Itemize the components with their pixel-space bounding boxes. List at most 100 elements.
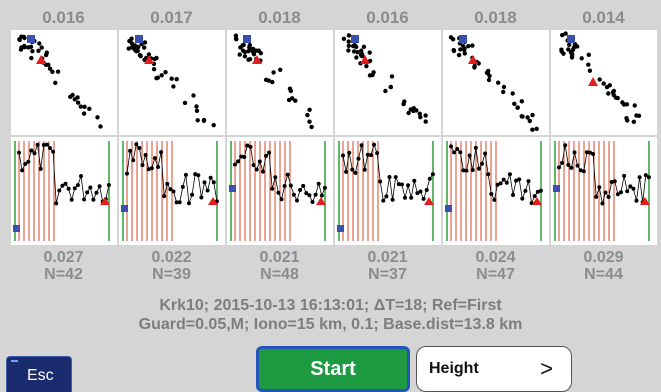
scatter-point [53, 80, 58, 85]
panel-sample-count: N=39 [152, 266, 191, 283]
scatter-point [233, 36, 239, 41]
scatter-point [501, 84, 507, 90]
scatter-point [142, 45, 147, 50]
scatter-point [169, 76, 174, 81]
scatter-point [586, 52, 591, 57]
start-button[interactable]: Start [256, 346, 410, 392]
scatter-point [527, 118, 532, 124]
scatter-point [75, 100, 81, 105]
scatter-point [159, 73, 164, 78]
scatter-point [351, 49, 357, 54]
scatter-point [569, 53, 575, 59]
series-point [449, 144, 453, 149]
scatter-point [401, 101, 406, 107]
scatter-plot [119, 30, 225, 135]
scatter-point [561, 51, 566, 56]
panel-top-value: 0.018 [474, 8, 517, 27]
scatter-point [414, 108, 419, 113]
scatter-point [485, 71, 491, 76]
panel-sample-count: N=48 [260, 266, 299, 283]
time-series-plot [335, 137, 441, 245]
red-triangle-icon [588, 77, 598, 86]
scatter-point [472, 63, 477, 69]
scatter-point [240, 48, 246, 53]
scatter-point [408, 107, 413, 112]
scatter-point [46, 62, 51, 67]
scatter-point [163, 70, 168, 75]
scatter-point [341, 36, 347, 41]
scatter-point [75, 95, 80, 100]
scatter-point [587, 68, 593, 73]
scatter-point [634, 113, 639, 118]
scatter-point [155, 75, 160, 80]
scatter-point [151, 67, 157, 72]
chevron-right-icon: > [540, 356, 553, 381]
scatter-point [98, 124, 103, 129]
scatter-point [606, 91, 611, 96]
scatter-point [389, 74, 395, 79]
scatter-plot [443, 30, 549, 135]
scatter-point [461, 43, 466, 49]
scatter-point [30, 49, 35, 54]
scatter-point [388, 84, 394, 90]
scatter-point [201, 117, 207, 123]
scatter-point [127, 38, 132, 44]
scatter-point [82, 104, 87, 110]
scatter-point [129, 45, 134, 50]
panel-top-value: 0.017 [150, 8, 193, 27]
scatter-point [367, 73, 373, 78]
scatter-point [355, 50, 360, 55]
scatter-point [607, 83, 612, 88]
blue-square-icon [243, 35, 251, 43]
scatter-point [278, 67, 283, 72]
scatter-plot [335, 30, 441, 135]
scatter-point [566, 47, 571, 52]
session-info-line-2: Guard=0.05,M; Iono=15 km, 0.1; Base.dist… [138, 316, 523, 333]
scatter-point [139, 41, 144, 47]
red-triangle-icon [532, 197, 542, 205]
blue-square-icon [567, 35, 575, 43]
scatter-plot [11, 30, 117, 135]
red-triangle-icon [252, 55, 262, 64]
scatter-point [534, 126, 539, 131]
panel-bottom-value: 0.021 [259, 249, 300, 266]
scatter-point [39, 45, 44, 50]
scatter-point [29, 55, 34, 61]
scatter-point [87, 106, 92, 112]
scatter-point [458, 47, 463, 52]
esc-button-label: Esc [27, 367, 54, 384]
scatter-point [21, 34, 27, 40]
series-line [558, 145, 650, 204]
red-triangle-icon [640, 197, 650, 205]
scatter-point [466, 44, 471, 49]
scatter-point [367, 50, 372, 55]
scatter-point [211, 123, 216, 128]
scatter-point [237, 52, 242, 57]
scatter-point [597, 77, 602, 82]
blue-square-icon [553, 185, 560, 192]
blue-square-icon [445, 205, 452, 212]
scatter-point [371, 70, 376, 75]
scatter-point [309, 124, 314, 130]
scatter-point [293, 98, 298, 103]
scatter-point [142, 40, 148, 45]
scatter-point [450, 37, 456, 42]
blue-square-icon [121, 205, 128, 212]
time-series-plot [551, 137, 657, 245]
scatter-point [136, 44, 141, 50]
scatter-point [346, 39, 351, 44]
panel-bottom-value: 0.029 [583, 249, 624, 266]
scatter-point [247, 45, 252, 50]
scatter-point [251, 50, 256, 55]
scatter-point [359, 48, 364, 53]
scatter-point [95, 115, 100, 120]
height-button[interactable]: Height > [416, 346, 572, 392]
esc-button[interactable]: Esc [6, 356, 72, 392]
red-triangle-icon [468, 55, 478, 64]
panel-top-value: 0.018 [258, 8, 301, 27]
session-info-line-1: Krk10; 2015-10-13 16:13:01; ΔT=18; Ref=F… [159, 297, 502, 314]
scatter-point [570, 47, 576, 52]
scatter-point [364, 64, 369, 69]
scatter-point [359, 53, 365, 59]
height-button-label: Height [429, 360, 479, 377]
